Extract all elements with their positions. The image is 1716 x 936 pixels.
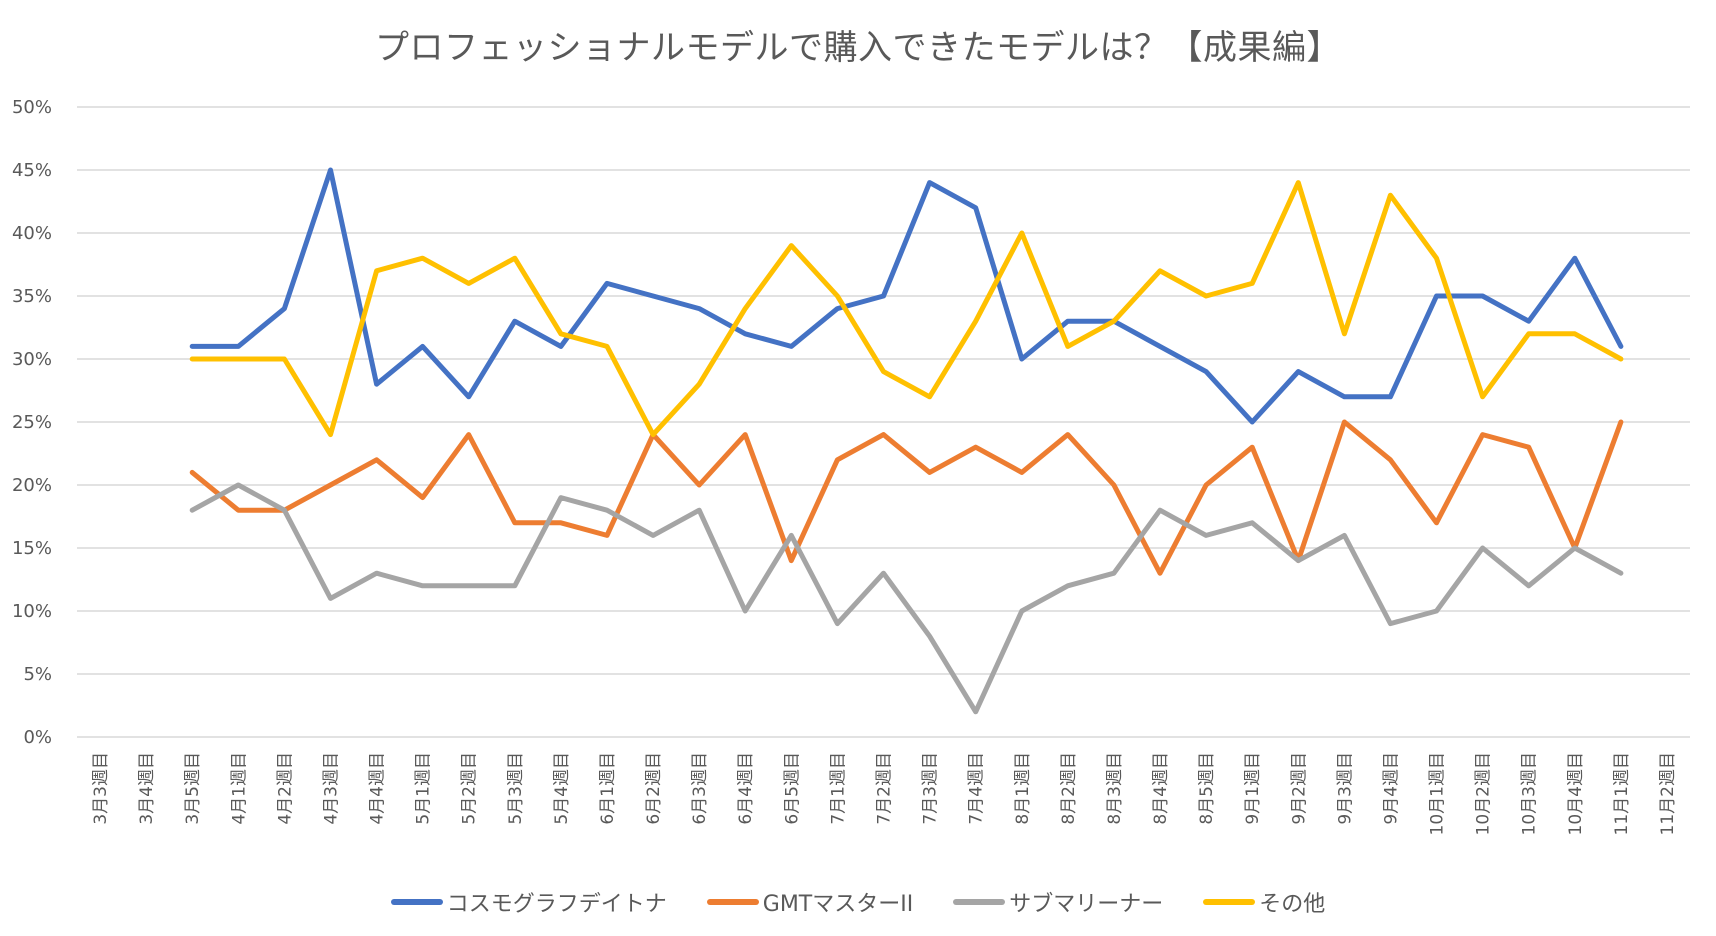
x-tick-label: 11月1週目 bbox=[1612, 752, 1632, 835]
x-tick-label: 3月5週目 bbox=[183, 752, 203, 825]
x-tick-label: 6月5週目 bbox=[782, 752, 802, 825]
y-tick-label: 35% bbox=[12, 286, 52, 307]
legend-swatch-submariner bbox=[953, 899, 1006, 905]
series-lines bbox=[189, 167, 1624, 715]
y-tick-label: 20% bbox=[12, 475, 52, 496]
series-line-other bbox=[189, 180, 1624, 438]
x-tick-label: 10月2週目 bbox=[1474, 752, 1494, 835]
x-tick-label: 5月1週目 bbox=[414, 752, 434, 825]
x-tick-label: 8月1週目 bbox=[1013, 752, 1033, 825]
y-tick-label: 45% bbox=[12, 160, 52, 181]
legend-swatch-gmt-master bbox=[706, 899, 759, 905]
x-tick-label: 4月4週目 bbox=[368, 752, 388, 825]
x-tick-label: 5月3週目 bbox=[506, 752, 526, 825]
legend: コスモグラフデイトナ GMTマスターII サブマリーナー その他 bbox=[0, 886, 1716, 918]
legend-item-gmt-master: GMTマスターII bbox=[706, 886, 914, 918]
y-tick-label: 10% bbox=[12, 601, 52, 622]
x-tick-label: 7月4週目 bbox=[967, 752, 987, 825]
x-tick-label: 8月2週目 bbox=[1059, 752, 1079, 825]
y-tick-label: 25% bbox=[12, 412, 52, 433]
series-line-daytona bbox=[189, 167, 1624, 425]
x-tick-label: 3月4週目 bbox=[137, 752, 157, 825]
x-tick-label: 5月2週目 bbox=[460, 752, 480, 825]
legend-item-daytona: コスモグラフデイトナ bbox=[390, 886, 667, 918]
x-tick-label: 9月1週目 bbox=[1243, 752, 1263, 825]
legend-item-other: その他 bbox=[1203, 886, 1325, 918]
y-tick-label: 50% bbox=[12, 97, 52, 118]
legend-swatch-other bbox=[1203, 899, 1256, 905]
x-tick-label: 7月1週目 bbox=[828, 752, 848, 825]
x-tick-label: 4月2週目 bbox=[275, 752, 295, 825]
legend-label-submariner: サブマリーナー bbox=[1009, 892, 1164, 917]
x-tick-label: 6月3週目 bbox=[690, 752, 710, 825]
y-tick-label: 40% bbox=[12, 223, 52, 244]
x-tick-label: 7月2週目 bbox=[875, 752, 895, 825]
legend-swatch-daytona bbox=[390, 899, 443, 905]
x-tick-label: 4月3週目 bbox=[321, 752, 341, 825]
y-tick-label: 5% bbox=[23, 664, 52, 685]
y-axis-ticks: 0% 5% 10% 15% 20% 25% 30% 35% 40% 45% 50% bbox=[12, 97, 52, 748]
x-tick-label: 6月2週目 bbox=[644, 752, 664, 825]
x-tick-label: 10月4週目 bbox=[1566, 752, 1586, 835]
x-tick-label: 6月4週目 bbox=[736, 752, 756, 825]
legend-label-gmt-master: GMTマスターII bbox=[762, 892, 914, 917]
x-tick-label: 4月1週目 bbox=[229, 752, 249, 825]
x-tick-label: 8月4週目 bbox=[1151, 752, 1171, 825]
x-tick-label: 5月4週目 bbox=[552, 752, 572, 825]
x-tick-label: 10月1週目 bbox=[1428, 752, 1448, 835]
legend-label-other: その他 bbox=[1259, 892, 1326, 917]
x-tick-label: 9月2週目 bbox=[1289, 752, 1309, 825]
x-axis-ticks: 3月3週目 3月4週目 3月5週目 4月1週目 4月2週目 4月3週目 4月4週目 5月1週目… bbox=[91, 752, 1678, 835]
y-tick-label: 15% bbox=[12, 538, 52, 559]
series-line-gmt-master bbox=[189, 419, 1624, 576]
legend-item-submariner: サブマリーナー bbox=[953, 886, 1163, 918]
y-tick-label: 30% bbox=[12, 349, 52, 370]
x-tick-label: 7月3週目 bbox=[921, 752, 941, 825]
x-tick-label: 9月3週目 bbox=[1335, 752, 1355, 825]
x-tick-label: 9月4週目 bbox=[1381, 752, 1401, 825]
x-tick-label: 10月3週目 bbox=[1520, 752, 1540, 835]
x-tick-label: 8月3週目 bbox=[1105, 752, 1125, 825]
x-tick-label: 8月5週目 bbox=[1197, 752, 1217, 825]
x-tick-label: 3月3週目 bbox=[91, 752, 111, 825]
legend-label-daytona: コスモグラフデイトナ bbox=[446, 892, 667, 917]
y-tick-label: 0% bbox=[23, 727, 52, 748]
series-line-submariner bbox=[189, 482, 1624, 715]
chart-title: プロフェッショナルモデルで購入できたモデルは？【成果編】 bbox=[375, 28, 1341, 68]
x-tick-label: 6月1週目 bbox=[598, 752, 618, 825]
x-tick-label: 11月2週目 bbox=[1658, 752, 1678, 835]
